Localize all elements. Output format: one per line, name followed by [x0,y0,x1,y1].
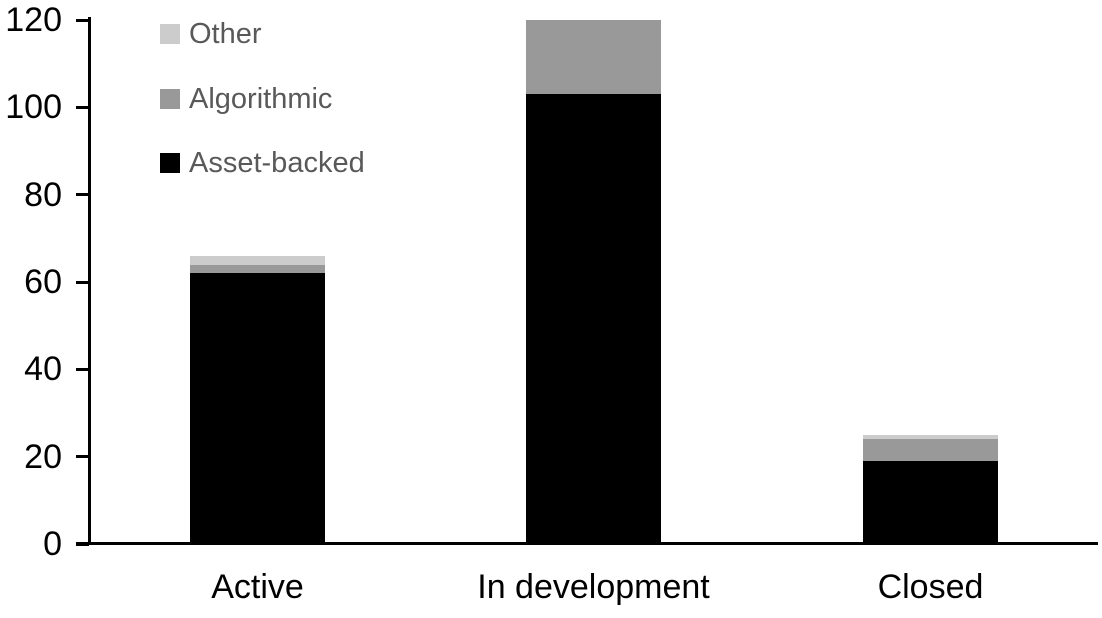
y-axis-tick-label-20: 20 [24,437,62,476]
x-axis-label-active: Active [211,568,304,606]
legend-item-algorithmic: Algorithmic [160,79,332,119]
bar-segment-other-closed [863,434,998,440]
y-axis-tick-label-40: 40 [24,350,62,389]
bar-segment-asset-backed-active [190,273,325,544]
bar-segment-asset-backed-in-development [526,94,661,544]
legend-swatch-asset-backed [160,153,180,173]
legend-item-asset-backed: Asset-backed [160,143,365,183]
legend-swatch-other [160,24,180,44]
y-axis-tick-80 [76,193,89,197]
bar-segment-algorithmic-closed [863,439,998,462]
legend-label-algorithmic: Algorithmic [189,83,333,115]
bar-segment-asset-backed-closed [863,461,998,544]
legend-label-asset-backed: Asset-backed [189,147,365,179]
y-axis-line [88,17,91,545]
bar-segment-other-active [190,255,325,265]
y-axis-tick-label-100: 100 [5,88,62,127]
y-axis-tick-40 [76,367,89,371]
y-axis-tick-label-0: 0 [43,525,62,563]
y-axis-tick-20 [76,455,89,459]
bar-segment-algorithmic-active [190,264,325,274]
y-axis-tick-0 [76,542,89,546]
legend-item-other: Other [160,14,262,54]
legend-label-other: Other [189,18,262,50]
x-axis-label-in-development: In development [477,568,710,606]
y-axis-tick-100 [76,105,89,109]
y-axis-tick-120 [76,18,89,22]
bar-segment-algorithmic-in-development [526,20,661,95]
y-axis-tick-label-80: 80 [24,175,62,214]
y-axis-tick-60 [76,280,89,284]
legend-swatch-algorithmic [160,89,180,109]
y-axis-tick-label-60: 60 [24,263,62,301]
x-axis-label-closed: Closed [877,568,984,606]
y-axis-tick-label-120: 120 [5,1,62,39]
